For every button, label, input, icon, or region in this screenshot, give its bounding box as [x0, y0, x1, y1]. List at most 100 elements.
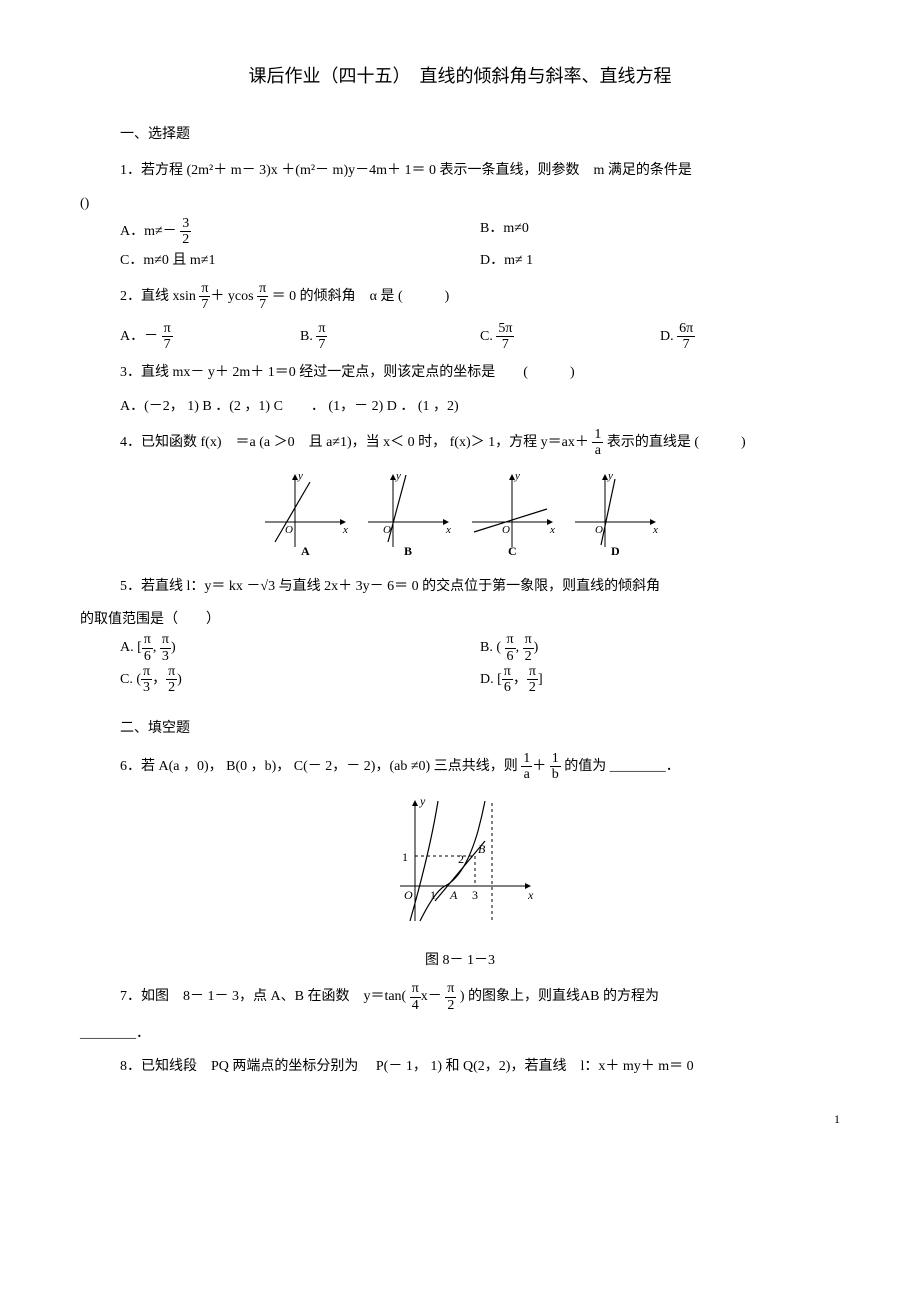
q1-stem-pre: 1．若方程 (2m²＋ m－ 3)x ＋(m²－ m)y－4m＋ 1＝ 0 表示… [120, 163, 692, 178]
q6-blank: ________． [610, 759, 680, 774]
q5c-d2: 2 [166, 679, 177, 695]
svg-text:2: 2 [458, 852, 464, 866]
q6-f1n: 1 [521, 751, 532, 766]
svg-text:y: y [419, 794, 426, 808]
q7-f2n: π [445, 981, 456, 996]
svg-text:y: y [607, 470, 613, 482]
q2-choices: A．－ π7 B. π7 C. 5π7 D. 6π7 [120, 321, 840, 353]
svg-text:3: 3 [472, 888, 478, 902]
q5d-d1: 6 [502, 679, 513, 695]
q2-choice-d: D. 6π7 [660, 321, 840, 353]
q2-f1d: 7 [199, 296, 210, 312]
question-3: 3．直线 mx－ y＋ 2m＋ 1＝0 经过一定点，则该定点的坐标是 ( ) [120, 360, 840, 385]
svg-text:x: x [652, 524, 658, 536]
svg-text:1: 1 [402, 850, 408, 864]
q5-choice-b: B. ( π6, π2) [480, 632, 840, 664]
q7-f2d: 2 [445, 997, 456, 1013]
q2-choice-a: A．－ π7 [120, 321, 300, 353]
q5-choices: A. [π6, π3) B. ( π6, π2) C. (π3，π2) D. [… [120, 632, 840, 696]
q2-a-n: π [162, 321, 173, 336]
q7-post: ) 的图象上，则直线AB 的方程为 [456, 989, 659, 1004]
q2-mid: ＋ ycos [210, 289, 257, 304]
q5d-pre: D. [ [480, 672, 502, 687]
q2-b-n: π [316, 321, 327, 336]
svg-text:O: O [595, 524, 603, 536]
q5d-n2: π [527, 664, 538, 679]
q2-choice-b: B. π7 [300, 321, 480, 353]
q7-blank: ________． [80, 1021, 840, 1046]
svg-text:A: A [301, 544, 310, 557]
q2-d-n: 6π [677, 321, 695, 336]
q5a-pre: A. [ [120, 640, 142, 655]
q5c-post: ) [177, 672, 182, 687]
q4-figures: y x O A y x O B y x O C y x O D [80, 467, 840, 566]
q7-f1n: π [410, 981, 421, 996]
q1-choice-b: B．m≠0 [480, 216, 840, 248]
q4-fn: 1 [592, 427, 603, 442]
q5b-mid: , [516, 640, 523, 655]
svg-text:y: y [514, 470, 520, 482]
svg-text:x: x [445, 524, 451, 536]
q5d-mid: ， [513, 672, 527, 687]
q1-a-pre: A．m≠－ [120, 224, 180, 239]
svg-text:B: B [404, 544, 412, 557]
q6-pre: 6．若 A(a ，0)， B(0 ，b)， C(－ 2，－ 2)，(ab ≠0)… [120, 759, 521, 774]
q5-choice-c: C. (π3，π2) [120, 664, 480, 696]
q5c-d1: 3 [141, 679, 152, 695]
page-number: 1 [80, 1109, 840, 1131]
svg-text:y: y [297, 470, 303, 482]
q5a-mid: , [153, 640, 160, 655]
svg-text:x: x [549, 524, 555, 536]
q2-choice-c: C. 5π7 [480, 321, 660, 353]
q2-post: ＝ 0 的倾斜角 α 是 ( ) [268, 289, 449, 304]
q6-f2d: b [550, 766, 561, 782]
q5a-n1: π [142, 632, 153, 647]
q5c-n1: π [141, 664, 152, 679]
q6-mid: ＋ [532, 759, 550, 774]
q3-choices: A．(－2， 1) B ．(2 ，1) C ． (1，－ 2) D ． (1 ，… [120, 394, 840, 419]
svg-text:y: y [395, 470, 401, 482]
q4-panel-d: y x O D [565, 467, 665, 557]
q5c-mid: ， [152, 672, 166, 687]
question-5: 5．若直线 l：y＝ kx －√3 与直线 2x＋ 3y－ 6＝ 0 的交点位于… [120, 574, 840, 599]
svg-text:x: x [527, 888, 534, 902]
page-title: 课后作业（四十五） 直线的倾斜角与斜率、直线方程 [80, 60, 840, 92]
q6-post: 的值为 [561, 759, 610, 774]
svg-text:1: 1 [430, 888, 436, 902]
q5a-post: ) [171, 640, 176, 655]
q2-c-pre: C. [480, 329, 496, 344]
q1-choice-c: C．m≠0 且 m≠1 [120, 248, 480, 273]
q7-f1d: 4 [410, 997, 421, 1013]
question-4: 4．已知函数 f(x) ＝a (a ＞0 且 a≠1)，当 x＜ 0 时， f(… [120, 427, 840, 459]
q2-f2n: π [257, 281, 268, 296]
q2-c-n: 5π [496, 321, 514, 336]
q5b-pre: B. ( [480, 640, 505, 655]
svg-text:C: C [508, 544, 517, 557]
svg-text:O: O [285, 524, 293, 536]
q7-mid: x－ [421, 989, 446, 1004]
q2-f1n: π [199, 281, 210, 296]
q4-panel-a: y x O A [255, 467, 355, 557]
q4-panel-c: y x O C [462, 467, 562, 557]
q5-stem2: 的取值范围是（ ） [80, 607, 840, 632]
q5a-d1: 6 [142, 648, 153, 664]
q2-f2d: 7 [257, 296, 268, 312]
q2-b-d: 7 [316, 336, 327, 352]
q4-fd: a [592, 442, 603, 458]
q5d-n1: π [502, 664, 513, 679]
q2-a-d: 7 [162, 336, 173, 352]
q7-fig-caption: 图 8－ 1－3 [80, 948, 840, 973]
q5b-n1: π [505, 632, 516, 647]
q4-panel-b: y x O B [358, 467, 458, 557]
q1-choices: A．m≠－ 32 B．m≠0 C．m≠0 且 m≠1 D．m≠ 1 [120, 216, 840, 273]
q1-a-num: 3 [180, 216, 191, 231]
q6-f2n: 1 [550, 751, 561, 766]
q5-choice-d: D. [π6，π2] [480, 664, 840, 696]
q2-d-pre: D. [660, 329, 677, 344]
svg-text:D: D [611, 544, 620, 557]
q2-c-d: 7 [496, 336, 514, 352]
section-1-heading: 一、选择题 [120, 122, 840, 147]
q5c-n2: π [166, 664, 177, 679]
q4-pre: 4．已知函数 f(x) ＝a (a ＞0 且 a≠1)，当 x＜ 0 时， f(… [120, 435, 592, 450]
q5a-n2: π [160, 632, 171, 647]
